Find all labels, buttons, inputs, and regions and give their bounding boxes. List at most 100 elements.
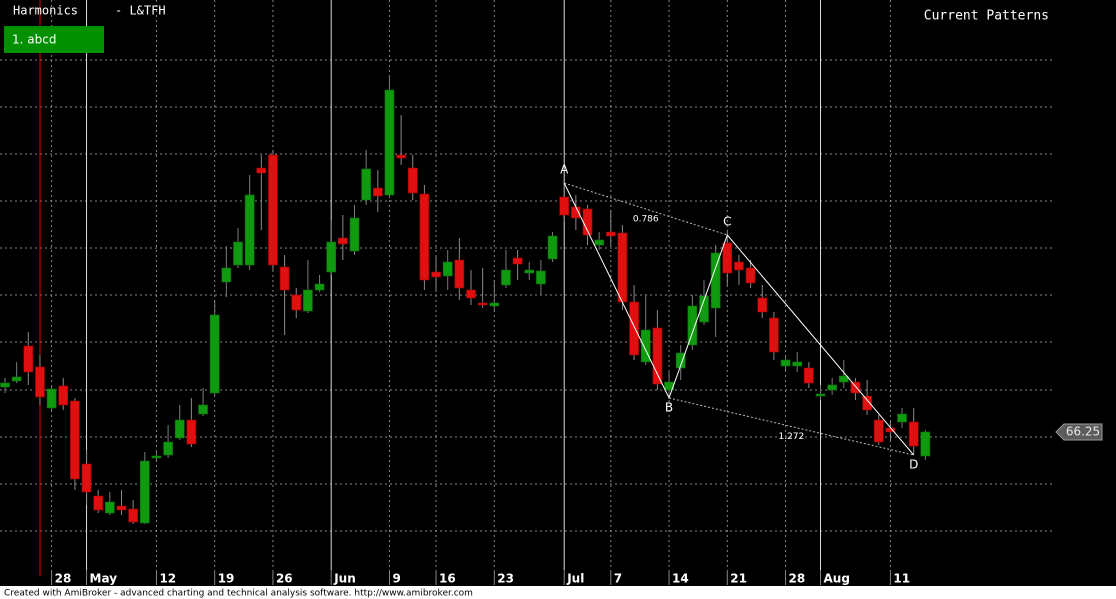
candles bbox=[0, 75, 931, 524]
x-tick-label: 26 bbox=[276, 572, 293, 586]
candle-body bbox=[675, 352, 686, 369]
pattern-point-label: D bbox=[909, 458, 918, 472]
candle-body bbox=[710, 252, 721, 309]
pattern-point-label: C bbox=[723, 215, 731, 229]
candle-body bbox=[466, 289, 476, 299]
x-tick-label: 19 bbox=[218, 572, 235, 586]
panel-title: Current Patterns bbox=[924, 9, 1049, 24]
candle-body bbox=[198, 404, 208, 415]
legend-item: 1. abcd bbox=[12, 33, 56, 47]
x-tick-label: 12 bbox=[159, 572, 176, 586]
candle-body bbox=[431, 271, 441, 278]
candle-body bbox=[419, 193, 430, 281]
candle-body bbox=[372, 187, 383, 197]
candle-body bbox=[35, 366, 45, 398]
candle-body bbox=[128, 508, 138, 523]
x-tick-label: 14 bbox=[672, 572, 689, 586]
footer: Created with AmiBroker - advanced charti… bbox=[4, 589, 473, 599]
candle-body bbox=[58, 385, 69, 406]
candle-body bbox=[105, 501, 115, 514]
x-tick-label: 16 bbox=[439, 572, 456, 586]
candle-body bbox=[815, 393, 826, 397]
candle-body bbox=[757, 297, 768, 313]
candle-body bbox=[512, 257, 523, 265]
x-tick-label: Jul bbox=[566, 572, 584, 586]
candle-body bbox=[850, 381, 861, 394]
candle-body bbox=[396, 154, 406, 159]
candle-body bbox=[279, 266, 290, 291]
candle-body bbox=[338, 237, 348, 245]
candle-body bbox=[93, 495, 103, 511]
candle-body bbox=[722, 242, 733, 274]
x-tick-label: 11 bbox=[893, 572, 910, 586]
x-tick-label: 7 bbox=[614, 572, 622, 586]
candle-body bbox=[862, 395, 872, 411]
candle-body bbox=[605, 231, 616, 237]
x-tick-label: 21 bbox=[730, 572, 747, 586]
candle-body bbox=[699, 295, 709, 323]
pattern-point-label: A bbox=[560, 163, 569, 177]
candle-body bbox=[0, 382, 10, 388]
candle-body bbox=[489, 302, 500, 307]
candle-body bbox=[617, 232, 628, 303]
footer-bar bbox=[0, 586, 1116, 599]
price-tag bbox=[1055, 423, 1103, 441]
candle-body bbox=[186, 419, 197, 445]
candle-body bbox=[46, 388, 57, 409]
candle-body bbox=[70, 400, 80, 480]
candle-body bbox=[163, 441, 173, 456]
candle-body bbox=[151, 455, 162, 459]
candle-body bbox=[838, 375, 849, 383]
pattern-ratio-label: 0.786 bbox=[633, 215, 659, 225]
candle-body bbox=[233, 241, 243, 266]
candle-body bbox=[174, 419, 185, 439]
candle-body bbox=[140, 460, 150, 524]
candle-body bbox=[792, 361, 803, 367]
candle-body bbox=[920, 431, 931, 457]
candle-body bbox=[221, 267, 232, 283]
candle-body bbox=[804, 367, 814, 384]
pattern-ratio-label: 1.272 bbox=[778, 432, 804, 442]
candle-body bbox=[326, 241, 337, 273]
candle-body bbox=[268, 154, 278, 266]
candle-body bbox=[361, 168, 371, 201]
x-tick-label: May bbox=[90, 572, 118, 586]
candle-body bbox=[873, 419, 884, 443]
candle-body bbox=[745, 267, 756, 284]
candle-body bbox=[908, 421, 919, 447]
pattern-leg bbox=[563, 182, 915, 456]
candle-body bbox=[81, 463, 92, 493]
candle-body bbox=[244, 194, 255, 266]
candle-body bbox=[116, 505, 127, 511]
candle-body bbox=[454, 259, 465, 289]
candle-body bbox=[11, 376, 22, 382]
candle-body bbox=[559, 196, 570, 216]
candle-body bbox=[524, 269, 535, 274]
candle-body bbox=[314, 283, 325, 291]
candle-body bbox=[291, 294, 302, 311]
legend-box bbox=[4, 26, 104, 53]
x-tick-label: 9 bbox=[392, 572, 400, 586]
candle-body bbox=[629, 301, 639, 356]
candle-body bbox=[827, 384, 837, 391]
candle-body bbox=[256, 167, 267, 174]
candle-body bbox=[769, 317, 779, 353]
chart-title: Harmonics bbox=[13, 4, 78, 18]
pattern-point-label: B bbox=[665, 401, 673, 415]
candle-body bbox=[640, 329, 651, 363]
candle-body bbox=[23, 345, 34, 373]
candle-body bbox=[780, 359, 791, 367]
candle-body bbox=[501, 269, 511, 286]
chart-subtitle: - L&TFH bbox=[115, 4, 166, 18]
candle-body bbox=[536, 270, 546, 285]
candle-body bbox=[897, 413, 907, 423]
pattern: 0.786 1.272 A B C D bbox=[560, 163, 918, 472]
candle-body bbox=[349, 217, 360, 252]
candle-body bbox=[477, 302, 488, 306]
candle-body bbox=[734, 261, 744, 271]
candle-body bbox=[652, 327, 663, 385]
price-tag-label: 66.25 bbox=[1066, 425, 1100, 439]
x-axis: 28 May 12 19 26 Jun 9 16 23 Jul 7 14 21 28 Aug 11 bbox=[51, 570, 910, 586]
x-tick-label: 23 bbox=[497, 572, 514, 586]
